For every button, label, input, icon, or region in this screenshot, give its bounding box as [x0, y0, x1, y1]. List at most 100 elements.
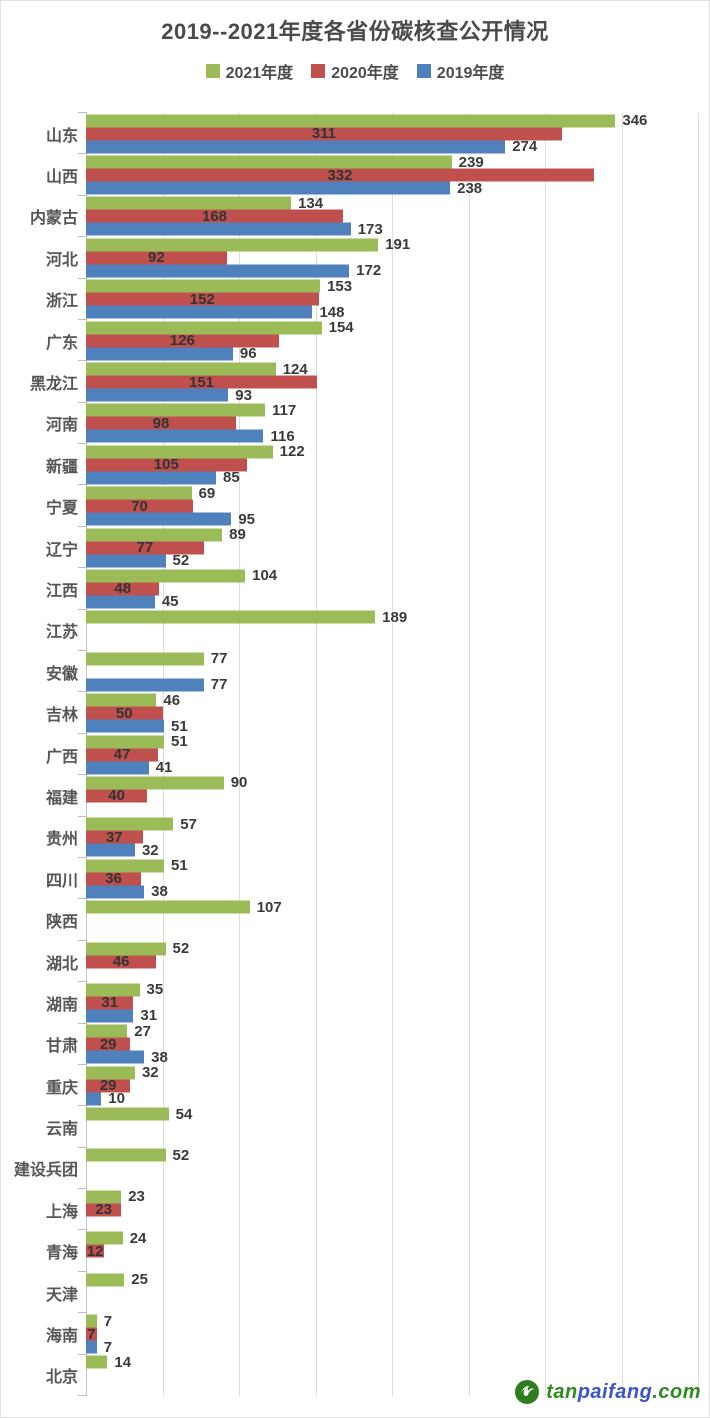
category-label: 上海 — [45, 1203, 78, 1221]
value-label: 46 — [163, 691, 181, 709]
value-label: 31 — [101, 994, 119, 1012]
axis-tick — [78, 732, 87, 734]
chart-row: 吉林 46 50 51 — [1, 691, 709, 735]
axis-tick — [78, 1229, 87, 1231]
value-label: 191 — [385, 236, 411, 254]
bar-slot — [86, 1216, 698, 1229]
bar-slot: 10 — [86, 1090, 698, 1107]
bar — [86, 569, 246, 583]
bar-slot: 41 — [86, 759, 698, 776]
bar — [86, 595, 155, 609]
bar-group: 14 — [86, 1354, 698, 1395]
bar-slot: 7 — [86, 1313, 698, 1330]
bar-group: 191 92 172 — [86, 236, 698, 280]
bar-group: 24 12 — [86, 1229, 698, 1271]
bar-slot: 117 — [86, 402, 698, 419]
axis-tick — [78, 525, 87, 527]
value-label: 168 — [202, 207, 228, 225]
value-label: 189 — [382, 608, 408, 626]
axis-tick — [78, 194, 87, 196]
category-label: 江西 — [45, 582, 78, 600]
axis-tick — [78, 153, 87, 155]
bar-group: 153 152 148 — [86, 278, 698, 321]
bar-slot: 96 — [86, 345, 698, 362]
bar-slot: 69 — [86, 485, 698, 502]
bar-slot: 7 — [86, 1339, 698, 1356]
value-label: 89 — [229, 526, 246, 544]
bar-slot: 116 — [86, 428, 698, 445]
bar-slot: 51 — [86, 857, 698, 874]
value-label: 38 — [151, 883, 168, 901]
value-label: 238 — [457, 179, 483, 197]
bar-slot: 45 — [86, 593, 698, 611]
category-label: 山东 — [45, 127, 78, 145]
legend-swatch-icon — [416, 64, 431, 78]
bar-slot: 38 — [86, 883, 698, 901]
legend-item-1: 2020年度 — [311, 59, 399, 83]
bar-slot: 29 — [86, 1036, 698, 1053]
bar-group: 46 50 51 — [86, 691, 698, 735]
chart-row: 山东 346 311 274 — [1, 112, 709, 156]
bar-group: 89 77 52 — [86, 526, 698, 569]
bar — [86, 264, 350, 278]
category-label: 湖南 — [45, 996, 78, 1014]
value-label: 24 — [129, 1229, 147, 1247]
bar-slot: 70 — [86, 498, 698, 515]
chart-row: 上海 23 23 — [1, 1188, 709, 1230]
bar — [86, 817, 174, 831]
bar — [86, 403, 265, 417]
chart-row: 北京 14 — [1, 1354, 709, 1396]
value-label: 77 — [136, 539, 154, 557]
chart-title: 2019--2021年度各省份碳核查公开情况 — [161, 19, 549, 44]
bar — [86, 1037, 131, 1051]
bar-slot — [86, 665, 698, 678]
legend-label: 2019年度 — [436, 65, 505, 82]
value-label: 172 — [356, 262, 382, 280]
value-label: 38 — [151, 1048, 168, 1066]
bar-slot: 14 — [86, 1354, 698, 1371]
bar — [86, 321, 322, 335]
bar — [86, 1024, 128, 1038]
value-label: 98 — [152, 414, 170, 432]
value-label: 274 — [512, 138, 538, 156]
category-label: 北京 — [45, 1369, 78, 1387]
bar-group: 23 23 — [86, 1188, 698, 1229]
bar — [86, 706, 163, 720]
bar-group: 189 — [86, 608, 698, 650]
bar — [86, 1066, 135, 1080]
gridline — [621, 113, 623, 1396]
value-label: 47 — [113, 746, 131, 764]
value-label: 126 — [169, 332, 195, 350]
axis-tick — [78, 815, 87, 817]
bar-slot: 46 — [86, 953, 698, 970]
bar-slot — [86, 624, 698, 637]
axis-tick — [78, 774, 87, 776]
bar — [86, 1079, 131, 1093]
value-label: 332 — [327, 166, 353, 184]
category-label: 安徽 — [45, 665, 78, 683]
chart-row: 新疆 122 105 85 — [1, 443, 709, 486]
bar-slot: 50 — [86, 705, 698, 722]
bar-slot: 54 — [86, 1106, 698, 1123]
bar-slot: 27 — [86, 1023, 698, 1040]
chart-row: 天津 25 — [1, 1271, 709, 1313]
bar — [86, 347, 233, 361]
bar-slot: 124 — [86, 361, 698, 378]
axis-tick — [78, 1312, 87, 1314]
bar-slot: 153 — [86, 278, 698, 295]
bar-slot: 126 — [86, 332, 698, 350]
value-label: 32 — [141, 1064, 159, 1082]
watermark: tanpaifang.com — [514, 1379, 701, 1405]
bar-group: 122 105 85 — [86, 443, 698, 486]
value-label: 45 — [161, 593, 179, 611]
gridline — [468, 113, 470, 1396]
axis-tick — [78, 112, 87, 113]
axis-tick — [78, 567, 87, 569]
axis-tick — [78, 236, 87, 238]
category-label: 河北 — [45, 251, 78, 269]
category-label: 湖北 — [45, 955, 78, 973]
value-label: 239 — [458, 153, 484, 171]
bar-group: 51 47 41 — [86, 733, 698, 776]
bar — [86, 678, 204, 692]
